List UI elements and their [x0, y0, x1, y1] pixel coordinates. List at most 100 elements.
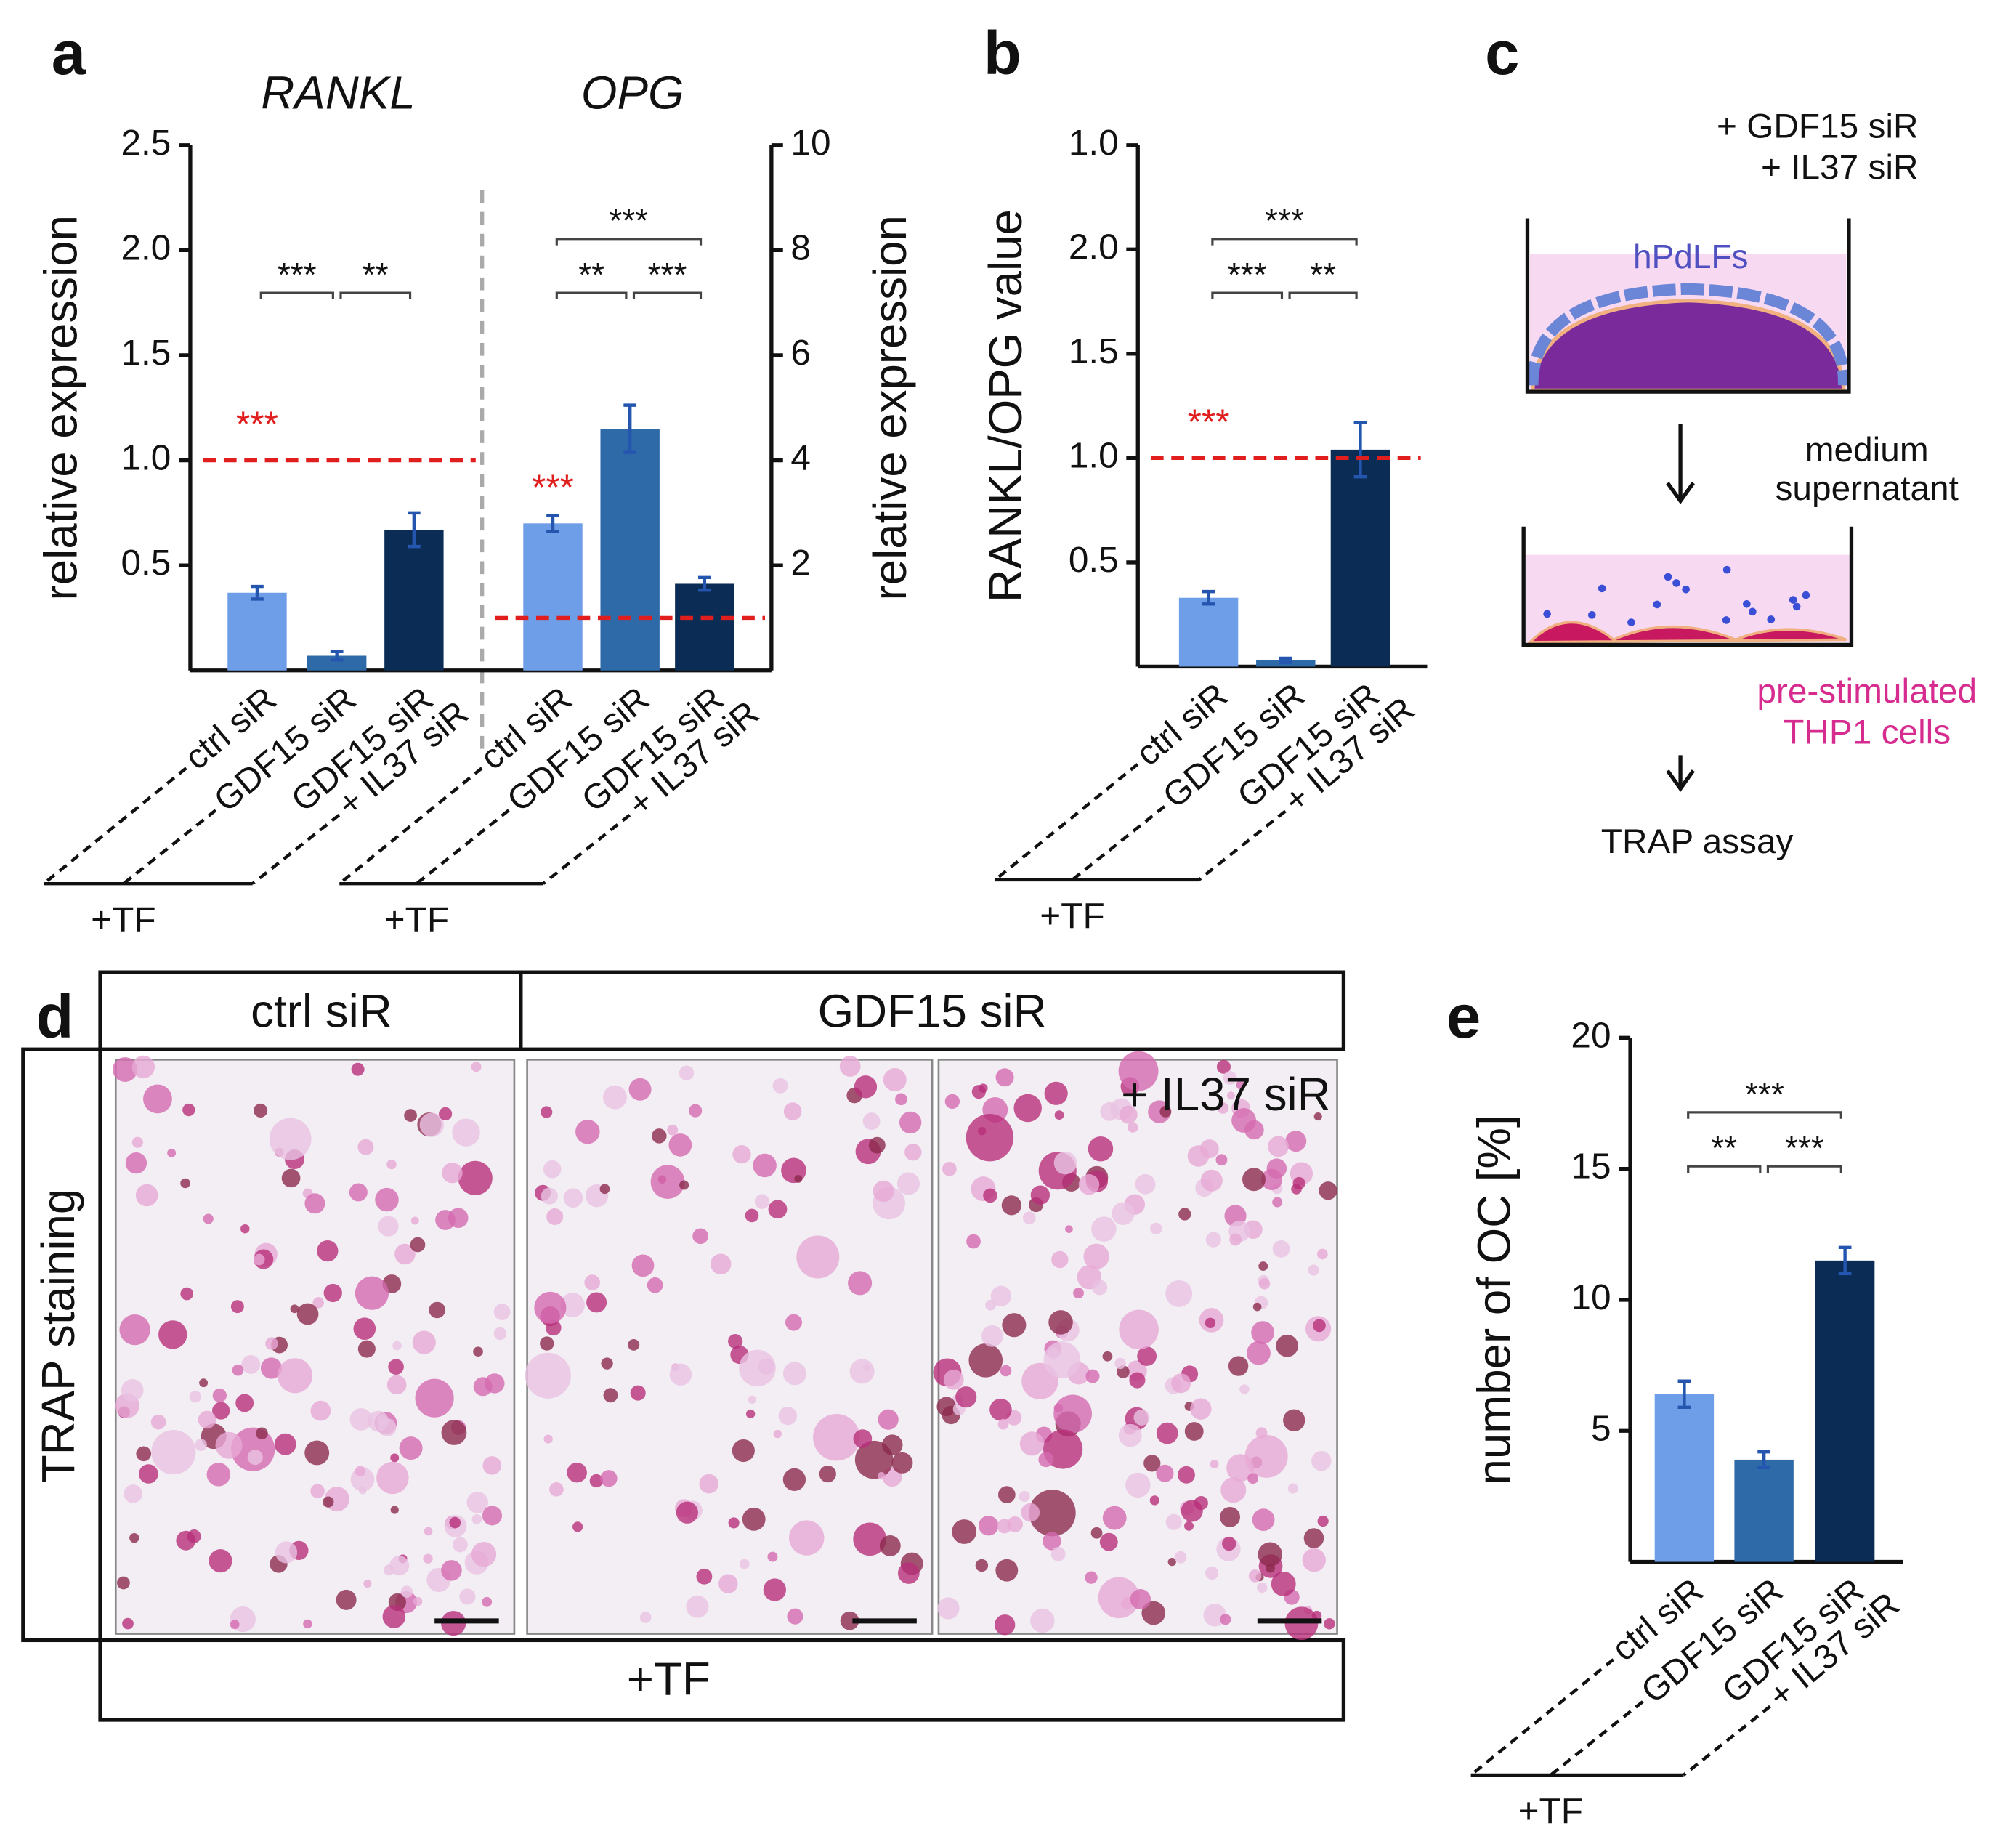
cell [1247, 1473, 1259, 1484]
dot [1722, 616, 1730, 624]
cell [1019, 1490, 1030, 1502]
significance-bracket [1211, 291, 1284, 299]
cell [1030, 1608, 1055, 1633]
cell [732, 1439, 755, 1463]
cell [1205, 1317, 1216, 1328]
cell [195, 1439, 207, 1451]
cell [572, 1521, 583, 1532]
cell [567, 1462, 587, 1483]
cell [1088, 1136, 1114, 1162]
cell [667, 1124, 679, 1136]
cell [543, 1434, 553, 1444]
cell [782, 1362, 806, 1386]
cell [819, 1466, 836, 1483]
cell [1030, 1185, 1050, 1205]
group-label: +TF [91, 900, 155, 939]
cell [336, 1589, 357, 1610]
cell [1283, 1409, 1305, 1431]
significance-label: *** [1745, 1075, 1784, 1113]
cell [1222, 1536, 1236, 1551]
panel-label: a [52, 18, 86, 87]
cell [679, 1065, 695, 1080]
significance-bracket [1211, 238, 1358, 246]
cell [732, 1145, 751, 1164]
cell [400, 1585, 413, 1598]
dot [1664, 573, 1672, 581]
cell [1287, 1483, 1298, 1494]
y-tick-label: 1.0 [1069, 123, 1119, 163]
cell [158, 1320, 187, 1349]
cell [206, 1463, 231, 1487]
cell [813, 1414, 860, 1461]
error-bar [546, 514, 559, 533]
cell [392, 1341, 402, 1351]
cell [1247, 1341, 1271, 1365]
bar [1734, 1459, 1794, 1562]
cell [739, 1559, 750, 1569]
cell [1118, 1051, 1159, 1091]
cell [978, 1516, 999, 1536]
cell [471, 1541, 497, 1567]
cell [997, 1418, 1009, 1430]
cell [1053, 1403, 1064, 1413]
group-label: +TF [627, 1654, 711, 1705]
category-connector [416, 809, 510, 885]
cell [355, 1276, 389, 1310]
cell [1257, 1582, 1268, 1593]
group-label: +TF [1518, 1791, 1583, 1831]
y-tick-label: 10 [1571, 1277, 1611, 1317]
column-label: GDF15 siR [818, 985, 1047, 1037]
cell [357, 1139, 374, 1155]
cell [669, 1363, 692, 1386]
cell [1266, 1158, 1287, 1179]
cell [1251, 1321, 1274, 1344]
cell [1302, 1548, 1326, 1572]
cell [1276, 1334, 1298, 1357]
significance-bracket [555, 238, 703, 246]
cell [1073, 1288, 1084, 1299]
cell [1190, 1398, 1212, 1420]
cell [230, 1300, 244, 1314]
cell [458, 1160, 493, 1195]
cells-label: hPdLFs [1633, 238, 1749, 275]
cell [668, 1133, 692, 1157]
cell [1178, 1466, 1195, 1484]
cell [955, 1386, 977, 1408]
cell [1130, 1588, 1151, 1610]
image-label: + IL37 siR [1121, 1069, 1331, 1120]
cell [429, 1301, 446, 1319]
dot [1627, 618, 1635, 626]
cell [312, 1297, 324, 1309]
cell [1050, 1546, 1066, 1561]
cell [1019, 1431, 1045, 1456]
frames-d [21, 970, 1346, 1722]
category-connector [542, 813, 631, 885]
cell [232, 1364, 244, 1376]
y-tick-label: 1.0 [121, 438, 171, 478]
cell [650, 1165, 685, 1199]
cell [1165, 1513, 1182, 1530]
cell [419, 1112, 444, 1137]
cell [1001, 1195, 1021, 1216]
cell [783, 1102, 802, 1120]
cell [745, 1208, 759, 1223]
cell [995, 1068, 1014, 1087]
cell [676, 1501, 699, 1524]
cell [899, 1111, 922, 1134]
y-tick-label: 4 [790, 438, 811, 478]
cell [1272, 1197, 1283, 1208]
cell [877, 1471, 886, 1480]
cell [1317, 1515, 1329, 1527]
cell [1053, 1394, 1092, 1434]
category-connector [122, 809, 217, 885]
bar [307, 655, 367, 671]
cell [549, 1482, 564, 1497]
cell [748, 1395, 756, 1404]
panel-label: d [36, 982, 74, 1051]
cell [131, 1055, 155, 1079]
cell [182, 1103, 195, 1117]
cell [235, 1394, 254, 1412]
cell [1159, 1105, 1172, 1118]
significance-bracket [339, 291, 412, 299]
cell [541, 1106, 553, 1118]
